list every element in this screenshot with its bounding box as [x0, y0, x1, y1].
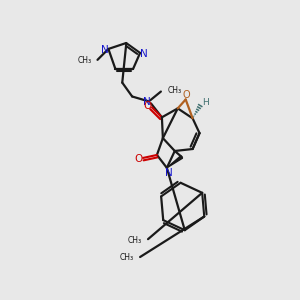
Text: N: N: [165, 168, 173, 178]
Text: O: O: [143, 101, 151, 111]
Text: N: N: [143, 98, 151, 107]
Text: N: N: [140, 49, 148, 59]
Text: H: H: [202, 98, 209, 107]
Text: CH₃: CH₃: [77, 56, 92, 65]
Text: CH₃: CH₃: [168, 86, 182, 95]
Text: N: N: [100, 45, 108, 55]
Polygon shape: [167, 156, 183, 168]
Text: CH₃: CH₃: [128, 236, 142, 245]
Text: O: O: [183, 89, 190, 100]
Text: CH₃: CH₃: [120, 254, 134, 262]
Text: O: O: [134, 154, 142, 164]
